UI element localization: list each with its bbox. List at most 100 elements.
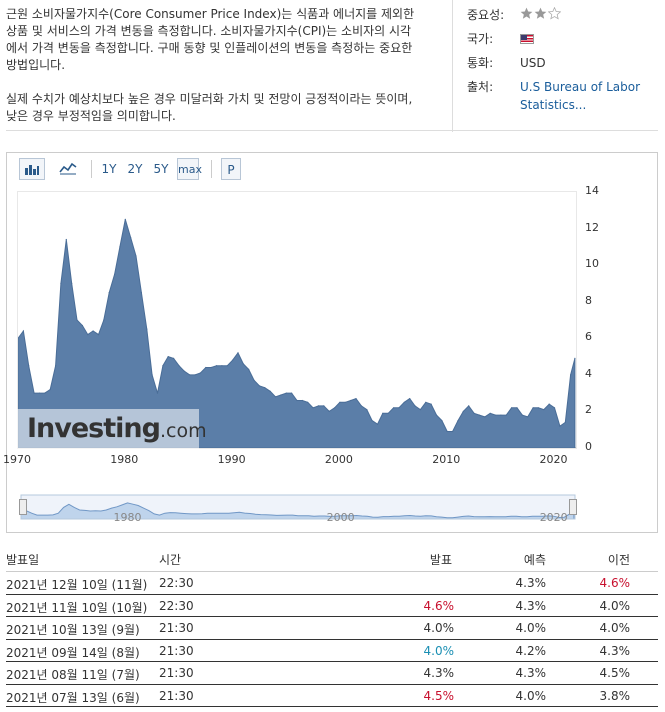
data-point (505, 414, 507, 416)
data-point (553, 407, 556, 409)
row-forecast: 4.3% (515, 598, 547, 613)
us-flag-icon (520, 34, 534, 44)
data-point (468, 405, 470, 407)
row-date: 2021년 08월 11일 (7월) (6, 668, 140, 682)
range-max-button[interactable]: max (177, 158, 202, 180)
data-point (226, 365, 228, 367)
data-point (124, 218, 126, 220)
data-point (103, 319, 105, 321)
country-label: 국가: (467, 32, 494, 46)
navigator-chart-svg (20, 494, 576, 520)
header-previous[interactable]: 이전 (607, 553, 630, 567)
data-point (323, 405, 325, 407)
data-point (409, 398, 411, 400)
data-point (87, 334, 89, 336)
x-tick-label: 1970 (3, 453, 31, 466)
source-link[interactable]: U.S Bureau of Labor Statistics... (520, 80, 641, 112)
data-point (269, 390, 271, 392)
data-point (60, 282, 62, 284)
p-toggle-button[interactable]: P (221, 158, 241, 180)
range-2y-button[interactable]: 2Y (127, 162, 143, 176)
navigator-right-handle[interactable] (569, 499, 577, 515)
data-point (71, 282, 73, 284)
table-row: 2021년 09월 14일 (8월) 21:30 4.0% 4.2% 4.3% (6, 640, 658, 662)
data-point (328, 410, 330, 412)
data-point (500, 414, 502, 416)
data-point (210, 366, 212, 369)
data-point (457, 420, 459, 422)
toolbar-divider (211, 160, 212, 178)
chart-container: 1Y 2Y 5Y max P 0 2 4 6 8 10 12 14 1970 1980 1990 2… (3, 152, 658, 533)
row-forecast: 4.3% (515, 576, 547, 590)
data-point (570, 374, 572, 376)
header-actual[interactable]: 발표 (429, 553, 452, 567)
data-point (355, 398, 357, 400)
row-forecast: 4.2% (515, 643, 547, 658)
data-point (376, 423, 379, 425)
data-point (22, 330, 24, 332)
data-point (521, 414, 523, 416)
data-point (307, 401, 309, 403)
data-point (382, 412, 384, 414)
bar-chart-button[interactable] (19, 158, 45, 180)
description-paragraph-1: 근원 소비자물가지수(Core Consumer Price Index)는 식… (6, 7, 415, 72)
data-point (97, 334, 100, 336)
data-point (478, 414, 480, 416)
row-time: 22:30 (159, 576, 194, 590)
data-point (494, 414, 497, 416)
y-tick-label: 2 (585, 403, 592, 417)
data-point (38, 392, 41, 394)
star-icon (534, 7, 547, 19)
data-point (537, 407, 540, 409)
header-forecast[interactable]: 예측 (523, 553, 546, 567)
importance-stars (520, 6, 660, 24)
row-actual: 4.6% (423, 598, 455, 613)
data-point (291, 392, 293, 394)
data-point (532, 407, 534, 409)
main-plot-area (17, 191, 577, 449)
range-navigator[interactable]: 1980 2000 2020 (17, 493, 579, 527)
data-point (253, 379, 255, 381)
row-previous: 4.0% (599, 598, 631, 613)
x-tick-label: 1990 (217, 453, 246, 466)
data-point (33, 392, 35, 394)
section-divider (6, 130, 658, 131)
toolbar-divider (91, 160, 92, 178)
row-actual: 4.0% (423, 621, 455, 635)
source-label: 출처: (467, 80, 494, 94)
data-point (162, 365, 164, 367)
row-date: 2021년 11월 10일 (10월) (6, 600, 148, 615)
data-point (435, 414, 438, 416)
data-point (237, 352, 239, 354)
line-chart-button[interactable] (55, 158, 81, 180)
data-point (248, 368, 250, 370)
data-point (527, 416, 529, 418)
navigator-tick-label: 2020 (539, 511, 568, 524)
navigator-left-handle[interactable] (19, 499, 27, 515)
table-row: 2021년 11월 10일 (10월) 22:30 4.6% 4.3% 4.0% (6, 595, 658, 617)
data-point (441, 420, 443, 422)
row-time: 21:30 (159, 643, 194, 658)
indicator-description: 근원 소비자물가지수(Core Consumer Price Index)는 식… (6, 6, 416, 125)
data-point (130, 237, 132, 239)
header-date[interactable]: 발표일 (6, 553, 40, 567)
row-previous: 4.5% (599, 666, 631, 680)
row-previous: 4.3% (599, 643, 631, 658)
x-tick-label: 2010 (432, 453, 461, 466)
data-point (393, 407, 395, 409)
data-point (178, 365, 180, 367)
row-time: 21:30 (159, 666, 194, 680)
range-1y-button[interactable]: 1Y (101, 162, 117, 176)
data-point (559, 425, 561, 427)
row-time: 21:30 (159, 688, 194, 703)
data-point (339, 401, 341, 403)
data-point (205, 366, 207, 369)
investing-watermark: Investing.com (17, 409, 207, 451)
data-point (574, 357, 576, 359)
data-point (65, 238, 67, 241)
row-time: 22:30 (159, 598, 194, 613)
description-paragraph-2: 실제 수치가 예상치보다 높은 경우 미달러화 가치 및 전망이 긍정적이라는 … (6, 92, 413, 123)
range-5y-button[interactable]: 5Y (153, 162, 169, 176)
data-point (146, 328, 148, 330)
header-time[interactable]: 시간 (159, 553, 182, 567)
